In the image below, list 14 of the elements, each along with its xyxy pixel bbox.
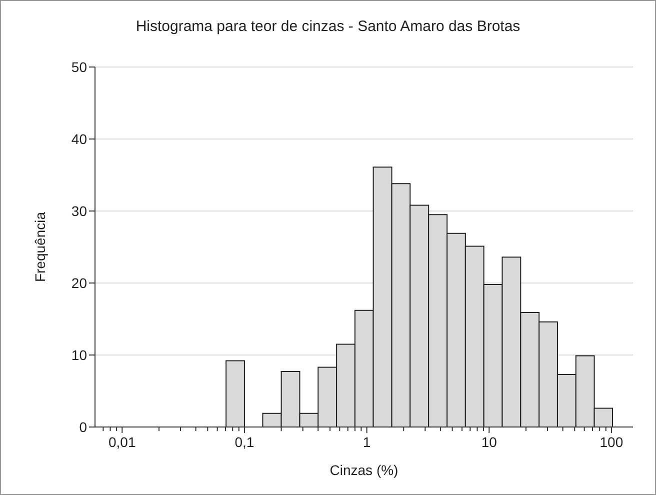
x-tick-label: 0,01 — [108, 434, 136, 450]
x-tick-label: 10 — [481, 434, 498, 450]
x-tick-label: 100 — [600, 434, 624, 450]
x-tick-label: 1 — [362, 434, 371, 450]
y-tick-label: 20 — [71, 274, 88, 291]
y-tick-label: 40 — [71, 130, 88, 147]
x-axis-title: Cinzas (%) — [330, 462, 398, 478]
chart-title: Histograma para teor de cinzas - Santo Amaro das Brotas — [134, 18, 522, 35]
x-tick-label: 0,1 — [234, 434, 254, 450]
y-tick-label: 0 — [79, 418, 88, 435]
y-tick-label: 30 — [71, 202, 88, 219]
y-tick-label: 50 — [71, 58, 88, 75]
y-axis-title: Frequência — [32, 212, 48, 282]
y-tick-label: 10 — [71, 346, 88, 363]
